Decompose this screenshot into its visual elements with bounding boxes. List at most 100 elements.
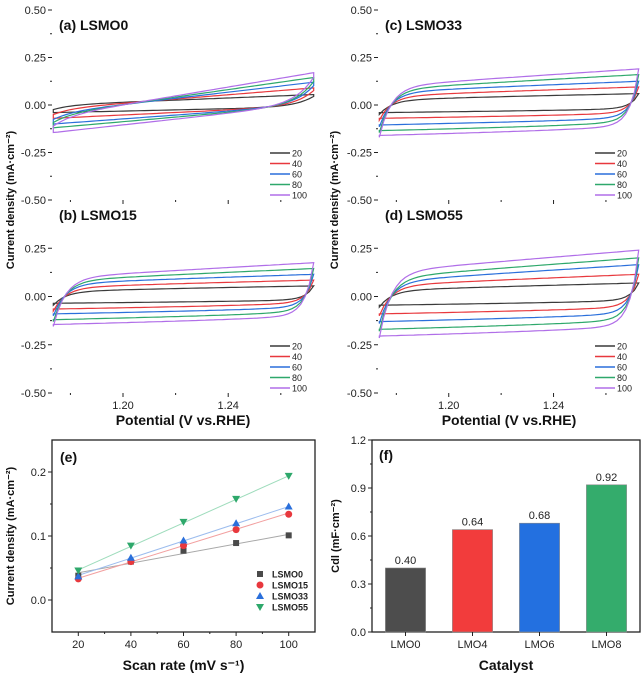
cv-curve-100 xyxy=(378,68,640,138)
y-tick-label: 0.00 xyxy=(351,292,372,304)
bar-value-label: 0.40 xyxy=(395,555,416,567)
y-tick-label: 0.00 xyxy=(351,100,372,112)
x-tick-label: 1.24 xyxy=(217,400,238,412)
y-tick-label: 0.50 xyxy=(351,5,372,17)
data-point-LSMO0 xyxy=(285,532,292,539)
x-tick-label: 40 xyxy=(125,639,137,651)
data-point-LSMO33 xyxy=(126,553,135,561)
y-tick-label: 0.1 xyxy=(31,531,46,543)
legend-label: LSMO15 xyxy=(272,581,308,591)
data-point-LSMO0 xyxy=(180,547,187,554)
legend-label: 100 xyxy=(292,384,307,394)
legend-label: 100 xyxy=(292,191,307,201)
legend-label: 60 xyxy=(292,170,302,180)
cv-curve-20 xyxy=(378,92,640,116)
cv-curve-100 xyxy=(52,262,315,327)
x-tick-label: 20 xyxy=(72,639,84,651)
legend-label: 60 xyxy=(292,363,302,373)
y-tick-label: -0.50 xyxy=(21,388,46,400)
y-tick-label: 0.25 xyxy=(25,53,46,65)
x-axis-title-left: Potential (V vs.RHE) xyxy=(116,412,251,428)
cv-curve-80 xyxy=(52,267,315,322)
cv-curve-20 xyxy=(52,285,315,307)
cv-curve-40 xyxy=(378,86,640,123)
panel-label: (e) xyxy=(60,449,77,465)
x-axis-title: Catalyst xyxy=(479,657,534,673)
x-tick-label: 1.20 xyxy=(438,400,459,412)
legend-label: 20 xyxy=(617,149,627,159)
x-tick-label: 60 xyxy=(177,639,189,651)
bar-LMO8 xyxy=(586,484,627,633)
legend-label: 80 xyxy=(617,373,627,383)
legend-label: 40 xyxy=(292,352,302,362)
x-axis-title-right: Potential (V vs.RHE) xyxy=(442,412,577,428)
cv-curve-80 xyxy=(378,73,640,133)
cv-curve-60 xyxy=(378,264,640,324)
y-tick-label: 0.0 xyxy=(351,627,366,639)
bar-LMO4 xyxy=(452,529,493,633)
legend-label: 100 xyxy=(617,384,632,394)
data-point-LSMO15 xyxy=(180,542,187,550)
cv-curve-60 xyxy=(52,273,315,317)
panel-label: (d) LSMO55 xyxy=(385,207,463,223)
panel-label: (c) LSMO33 xyxy=(385,17,462,33)
panel-e: 0.0 0.1 0.2 20 40 60 80 100 LSMO0LSMO15LSMO33LSM… xyxy=(5,439,316,673)
y-tick-label: 0.00 xyxy=(25,100,46,112)
data-point-LSMO55 xyxy=(74,567,83,575)
legend-label: 80 xyxy=(292,180,302,190)
legend-label: LSMO33 xyxy=(272,592,308,602)
y-tick-label: -0.50 xyxy=(347,388,372,400)
x-tick-label: LMO6 xyxy=(525,639,555,651)
y-tick-label: 0.9 xyxy=(351,483,366,495)
legend-label: 100 xyxy=(617,191,632,201)
legend-label: 20 xyxy=(292,149,302,159)
y-axis-title-right: Current density (mA·cm⁻²) xyxy=(329,130,341,269)
y-axis-title: Cdl (mF·cm⁻²) xyxy=(330,499,342,573)
x-tick-label: 100 xyxy=(280,639,298,651)
y-tick-label: 0.50 xyxy=(25,5,46,17)
cv-curve-40 xyxy=(378,273,640,317)
panel-label: (a) LSMO0 xyxy=(59,17,128,33)
y-tick-label: -0.50 xyxy=(347,195,372,207)
legend-label: 40 xyxy=(617,352,627,362)
y-tick-label: 0.3 xyxy=(351,579,366,591)
y-tick-label: -0.25 xyxy=(347,148,372,160)
legend-label: 60 xyxy=(617,170,627,180)
y-tick-label: 0.2 xyxy=(31,467,46,479)
data-point-LSMO15 xyxy=(232,526,240,534)
x-tick-label: LMO0 xyxy=(391,639,421,651)
data-point-LSMO33 xyxy=(232,519,241,527)
legend-marker xyxy=(256,592,264,599)
data-point-LSMO33 xyxy=(74,572,83,580)
panel-f: 0.0 0.3 0.6 0.9 1.2 0.40 LMO0 0.64 LMO4 0.68 LMO6 0… xyxy=(330,435,641,673)
cv-curve-60 xyxy=(378,80,640,128)
y-tick-label: 0.0 xyxy=(31,595,46,607)
legend-label: 20 xyxy=(617,342,627,352)
y-tick-label: -0.25 xyxy=(21,148,46,160)
legend-marker xyxy=(256,581,264,589)
y-tick-label: 0.25 xyxy=(25,243,46,255)
data-point-LSMO55 xyxy=(179,518,188,526)
legend-label: 20 xyxy=(292,342,302,352)
y-axis-title: Current density (mA·cm⁻²) xyxy=(5,466,17,605)
bar-LMO0 xyxy=(385,567,426,633)
cv-curve-100 xyxy=(52,71,315,134)
y-tick-label: -0.25 xyxy=(21,340,46,352)
legend-label: 80 xyxy=(292,373,302,383)
legend-label: LSMO55 xyxy=(272,603,308,613)
legend-marker xyxy=(257,571,263,577)
cv-curve-20 xyxy=(378,282,640,309)
legend-label: LSMO0 xyxy=(272,570,303,580)
x-tick-label: 1.20 xyxy=(112,400,133,412)
legend-label: 60 xyxy=(617,363,627,373)
y-tick-label: 0.00 xyxy=(25,292,46,304)
legend-label: 80 xyxy=(617,180,627,190)
legend-label: 40 xyxy=(292,159,302,169)
data-point-LSMO0 xyxy=(233,540,240,547)
bar-value-label: 0.68 xyxy=(529,510,550,522)
panel-label: (b) LSMO15 xyxy=(59,207,137,223)
y-tick-label: 0.6 xyxy=(351,531,366,543)
